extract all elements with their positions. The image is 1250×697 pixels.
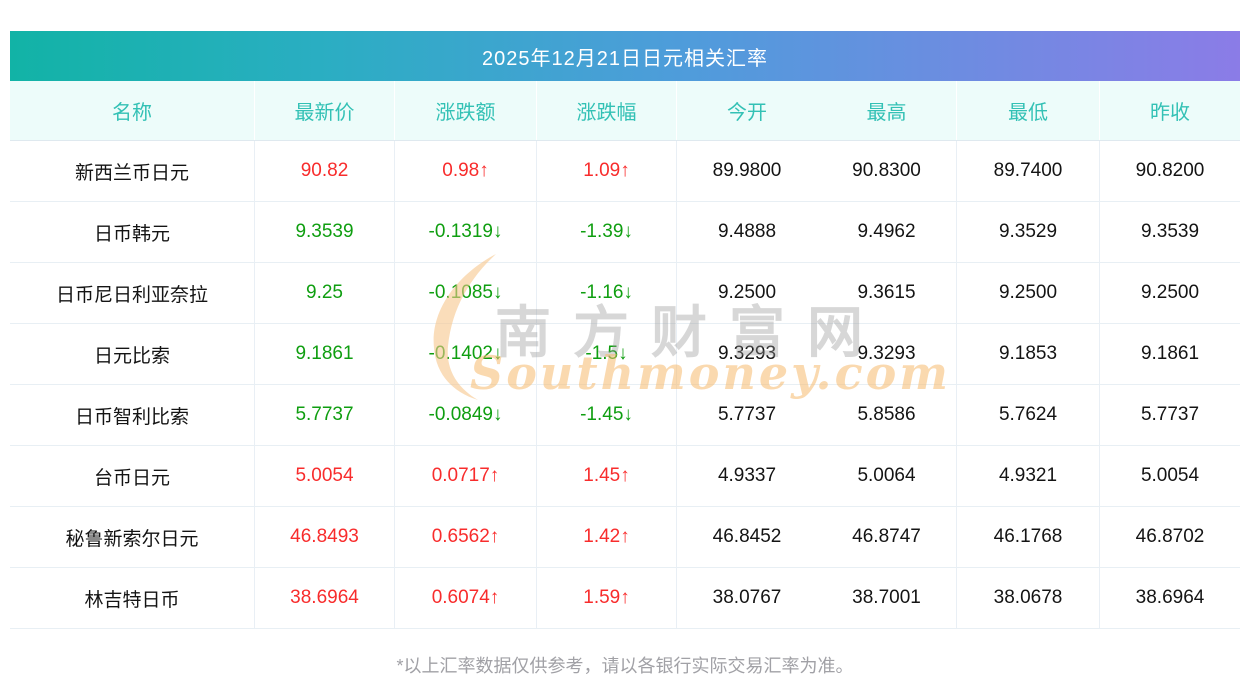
- low-price: 9.2500: [957, 263, 1100, 323]
- currency-pair-name: 日币尼日利亚奈拉: [10, 263, 255, 323]
- change-amount: 0.6074↑: [395, 568, 537, 628]
- table-header-row: 名称 最新价 涨跌额 涨跌幅 今开 最高 最低 昨收: [10, 81, 1240, 141]
- prev-close-price: 46.8702: [1135, 526, 1205, 547]
- low-price: 4.9321: [957, 446, 1100, 506]
- table-title-bar: 2025年12月21日日元相关汇率: [10, 31, 1240, 81]
- open-price: 5.7737: [717, 404, 777, 425]
- prev-close-price: 5.7737: [1140, 404, 1200, 425]
- column-header-latest: 最新价: [255, 81, 395, 140]
- prev-close-price: 9.3539: [1140, 221, 1200, 242]
- change-percent: -1.45↓: [537, 385, 677, 445]
- prev-close-price: 38.6964: [1135, 587, 1205, 608]
- change-percent: -1.39↓: [537, 202, 677, 262]
- column-header-high: 最高: [817, 81, 957, 140]
- latest-price: 90.82: [255, 141, 395, 201]
- table-row: 日币智利比索 5.7737 -0.0849↓ -1.45↓ 5.7737 5.8…: [10, 385, 1240, 446]
- table-row: 日币韩元 9.3539 -0.1319↓ -1.39↓ 9.4888 9.496…: [10, 202, 1240, 263]
- latest-price: 5.7737: [255, 385, 395, 445]
- latest-price: 9.3539: [255, 202, 395, 262]
- high-price: 9.3615: [817, 263, 957, 323]
- low-price: 89.7400: [957, 141, 1100, 201]
- change-amount: 0.6562↑: [395, 507, 537, 567]
- disclaimer-text: *以上汇率数据仅供参考，请以各银行实际交易汇率为准。: [396, 656, 854, 676]
- currency-pair-name: 新西兰币日元: [10, 141, 255, 201]
- latest-price: 46.8493: [255, 507, 395, 567]
- open-price: 9.3293: [717, 343, 777, 364]
- open-price: 9.2500: [717, 282, 777, 303]
- high-price: 5.8586: [817, 385, 957, 445]
- high-price: 9.3293: [817, 324, 957, 384]
- column-header-name: 名称: [10, 81, 255, 140]
- change-percent: 1.59↑: [537, 568, 677, 628]
- low-price: 5.7624: [957, 385, 1100, 445]
- prev-close-price: 90.8200: [1135, 160, 1205, 181]
- change-amount: -0.1402↓: [395, 324, 537, 384]
- currency-pair-name: 台币日元: [10, 446, 255, 506]
- table-row: 日币尼日利亚奈拉 9.25 -0.1085↓ -1.16↓ 9.2500 9.3…: [10, 263, 1240, 324]
- prev-close-price: 9.2500: [1140, 282, 1200, 303]
- high-price: 38.7001: [817, 568, 957, 628]
- change-amount: -0.0849↓: [395, 385, 537, 445]
- high-price: 90.8300: [817, 141, 957, 201]
- change-percent: 1.09↑: [537, 141, 677, 201]
- column-header-low: 最低: [957, 81, 1100, 140]
- latest-price: 5.0054: [255, 446, 395, 506]
- table-title: 2025年12月21日日元相关汇率: [482, 47, 768, 70]
- high-price: 46.8747: [817, 507, 957, 567]
- open-price: 38.0767: [712, 587, 782, 608]
- currency-pair-name: 日币智利比索: [10, 385, 255, 445]
- prev-close-price: 5.0054: [1140, 465, 1200, 486]
- currency-pair-name: 秘鲁新索尔日元: [10, 507, 255, 567]
- open-price: 46.8452: [712, 526, 782, 547]
- latest-price: 9.1861: [255, 324, 395, 384]
- table-row: 林吉特日币 38.6964 0.6074↑ 1.59↑ 38.0767 38.7…: [10, 568, 1240, 629]
- latest-price: 9.25: [255, 263, 395, 323]
- latest-price: 38.6964: [255, 568, 395, 628]
- change-amount: 0.98↑: [395, 141, 537, 201]
- currency-pair-name: 林吉特日币: [10, 568, 255, 628]
- change-percent: 1.45↑: [537, 446, 677, 506]
- table-row: 秘鲁新索尔日元 46.8493 0.6562↑ 1.42↑ 46.8452 46…: [10, 507, 1240, 568]
- change-percent: 1.42↑: [537, 507, 677, 567]
- column-header-prev-close: 昨收: [1150, 102, 1190, 124]
- low-price: 46.1768: [957, 507, 1100, 567]
- change-percent: -1.5↓: [537, 324, 677, 384]
- high-price: 5.0064: [817, 446, 957, 506]
- change-amount: -0.1319↓: [395, 202, 537, 262]
- table-row: 日元比索 9.1861 -0.1402↓ -1.5↓ 9.3293 9.3293…: [10, 324, 1240, 385]
- open-price: 9.4888: [717, 221, 777, 242]
- open-price: 89.9800: [712, 160, 782, 181]
- rate-table-panel: 2025年12月21日日元相关汇率 名称 最新价 涨跌额 涨跌幅 今开 最高 最…: [10, 31, 1240, 629]
- column-header-change-pct: 涨跌幅: [537, 81, 677, 140]
- prev-close-price: 9.1861: [1140, 343, 1200, 364]
- table-row: 台币日元 5.0054 0.0717↑ 1.45↑ 4.9337 5.0064 …: [10, 446, 1240, 507]
- open-price: 4.9337: [717, 465, 777, 486]
- column-header-open: 今开: [727, 102, 767, 124]
- table-row: 新西兰币日元 90.82 0.98↑ 1.09↑ 89.9800 90.8300…: [10, 141, 1240, 202]
- low-price: 9.3529: [957, 202, 1100, 262]
- change-amount: 0.0717↑: [395, 446, 537, 506]
- change-amount: -0.1085↓: [395, 263, 537, 323]
- column-header-change: 涨跌额: [395, 81, 537, 140]
- currency-pair-name: 日元比索: [10, 324, 255, 384]
- high-price: 9.4962: [817, 202, 957, 262]
- low-price: 38.0678: [957, 568, 1100, 628]
- low-price: 9.1853: [957, 324, 1100, 384]
- currency-pair-name: 日币韩元: [10, 202, 255, 262]
- change-percent: -1.16↓: [537, 263, 677, 323]
